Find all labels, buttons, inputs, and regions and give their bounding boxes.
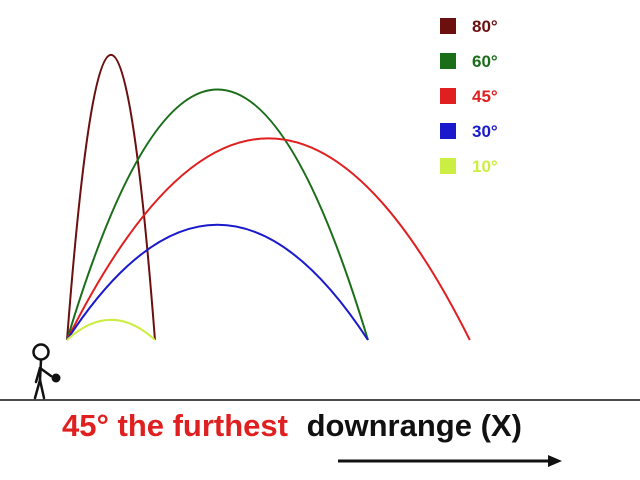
legend-item: 10°	[440, 157, 498, 176]
legend-label: 60°	[472, 52, 498, 71]
legend-label: 45°	[472, 87, 498, 106]
legend-swatch	[440, 18, 456, 34]
legend: 80° 60° 45° 30° 10°	[440, 17, 498, 176]
legend-swatch	[440, 123, 456, 139]
trajectories	[66, 54, 471, 341]
arrow-right-icon	[338, 455, 562, 467]
legend-swatch	[440, 53, 456, 69]
legend-swatch	[440, 158, 456, 174]
caption: 45° the furthest downrange (X)	[62, 408, 522, 443]
trajectory-10-deg	[66, 319, 156, 341]
trajectory-80-deg	[66, 54, 156, 341]
legend-label: 10°	[472, 157, 498, 176]
legend-item: 30°	[440, 122, 498, 141]
trajectory-30-deg	[66, 223, 369, 341]
trajectory-60-deg	[66, 88, 369, 341]
legend-swatch	[440, 88, 456, 104]
caption-downrange: downrange (X)	[307, 408, 522, 443]
ball-icon	[51, 373, 61, 383]
legend-label: 80°	[472, 17, 498, 36]
trajectory-45-deg	[66, 137, 471, 341]
legend-item: 80°	[440, 17, 498, 36]
legend-label: 30°	[472, 122, 498, 141]
legend-item: 60°	[440, 52, 498, 71]
caption-highlight: 45° the furthest	[62, 408, 288, 443]
legend-item: 45°	[440, 87, 498, 106]
stick-figure-icon	[32, 343, 53, 400]
